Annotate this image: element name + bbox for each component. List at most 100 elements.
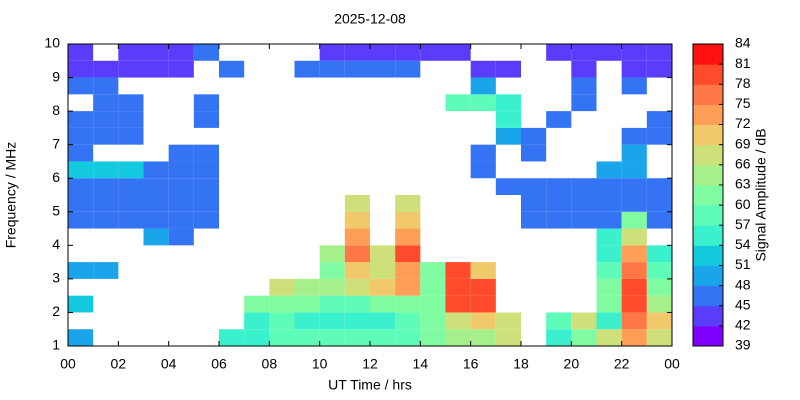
colorbar-band: [693, 184, 723, 206]
cell: [395, 245, 421, 263]
cell: [395, 195, 421, 212]
cell: [118, 44, 144, 61]
cell: [646, 245, 672, 263]
y-axis-label: Frequency / MHz: [3, 142, 19, 249]
cell: [193, 195, 219, 212]
y-tick-label: 9: [52, 68, 60, 84]
cell: [546, 111, 572, 128]
colorbar-tick-label: 45: [735, 296, 751, 312]
cell: [596, 295, 622, 313]
x-axis-label: UT Time / hrs: [328, 377, 412, 393]
cell: [344, 262, 370, 279]
cell: [546, 329, 572, 346]
colorbar-band: [693, 104, 723, 126]
colorbar-tick-label: 39: [735, 337, 751, 353]
cell: [596, 228, 622, 246]
cell: [68, 262, 94, 279]
cell: [344, 195, 370, 212]
cell: [546, 312, 572, 330]
cell: [420, 44, 446, 61]
cell: [344, 44, 370, 61]
cell: [219, 329, 245, 346]
cell: [68, 144, 94, 162]
cell: [621, 228, 647, 246]
cell: [93, 111, 119, 128]
cell: [420, 278, 446, 296]
cell: [93, 161, 119, 179]
cell: [495, 329, 521, 346]
cell: [344, 312, 370, 330]
x-tick-label: 08: [262, 356, 278, 372]
cell: [571, 178, 597, 195]
x-tick-label: 20: [564, 356, 580, 372]
cell: [571, 312, 597, 330]
cell: [93, 262, 119, 279]
colorbar-tick-label: 54: [735, 236, 751, 252]
cell: [521, 211, 547, 229]
cell: [294, 312, 320, 330]
cell: [546, 44, 572, 61]
cell: [395, 44, 421, 61]
colorbar-band: [693, 64, 723, 85]
cell: [621, 245, 647, 263]
cell: [470, 312, 496, 330]
cell: [344, 228, 370, 246]
y-tick-label: 1: [52, 337, 60, 353]
cell: [470, 144, 496, 162]
colorbar-frame: [692, 43, 724, 347]
y-tick-label: 3: [52, 270, 60, 286]
cell: [344, 329, 370, 346]
colorbar-band: [693, 205, 723, 226]
colorbar-band: [693, 84, 723, 105]
cell: [143, 211, 169, 229]
cell: [445, 329, 471, 346]
y-tick-label: 10: [44, 35, 60, 51]
colorbar-band: [693, 164, 723, 186]
cell: [445, 44, 471, 61]
x-tick-label: 10: [312, 356, 328, 372]
cell: [621, 77, 647, 95]
cell: [370, 60, 396, 78]
cell: [546, 211, 572, 229]
cell: [571, 44, 597, 61]
cell: [118, 178, 144, 195]
cell: [68, 161, 94, 179]
colorbar-tick-label: 66: [735, 156, 751, 172]
cell: [646, 195, 672, 212]
cell: [445, 312, 471, 330]
colorbar-tick-label: 78: [735, 75, 751, 91]
cell: [596, 211, 622, 229]
x-tick-label: 18: [513, 356, 529, 372]
cell: [168, 60, 194, 78]
cell: [168, 228, 194, 246]
x-tick-label: 02: [111, 356, 127, 372]
cell: [93, 178, 119, 195]
colorbar-band: [693, 265, 723, 287]
cell: [646, 312, 672, 330]
cell: [143, 44, 169, 61]
cell: [621, 211, 647, 229]
x-tick-label: 22: [614, 356, 630, 372]
colorbar-tick-label: 42: [735, 317, 751, 333]
cell: [495, 111, 521, 128]
x-tick-label: 14: [413, 356, 429, 372]
cell: [395, 60, 421, 78]
cell: [193, 94, 219, 112]
cell: [470, 278, 496, 296]
cell: [646, 262, 672, 279]
cell: [621, 60, 647, 78]
cell: [370, 312, 396, 330]
cell: [269, 329, 295, 346]
cell: [68, 178, 94, 195]
cell: [143, 161, 169, 179]
cell: [445, 94, 471, 112]
x-tick-label: 00: [60, 356, 76, 372]
colorbar-band: [693, 144, 723, 166]
x-tick-label: 12: [362, 356, 378, 372]
cell: [495, 127, 521, 145]
cell: [68, 60, 94, 78]
cell: [521, 127, 547, 145]
y-tick-label: 5: [52, 202, 60, 218]
cell: [319, 278, 345, 296]
cell: [244, 295, 270, 313]
